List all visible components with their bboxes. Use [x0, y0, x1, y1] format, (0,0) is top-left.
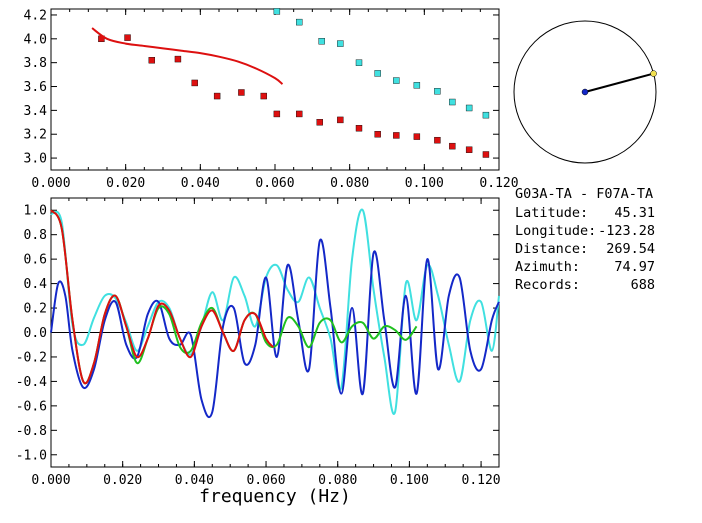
- correlation-y-tick-label: 0.4: [24, 277, 48, 292]
- dispersion-series-0-point: [238, 89, 245, 96]
- dispersion-series-0-point: [191, 79, 198, 87]
- correlation-y-tick-label: 1.0: [24, 204, 47, 219]
- info-value-longitude: -123.28: [598, 223, 655, 239]
- correlation-y-tick-label: -0.6: [16, 399, 47, 414]
- info-label-records: Records:: [515, 277, 580, 293]
- dispersion-series-0-point: [213, 92, 221, 100]
- dispersion-x-tick-label: 0.100: [405, 176, 444, 191]
- dispersion-x-tick-label: 0.120: [479, 176, 518, 191]
- info-value-azimuth: 74.97: [614, 259, 655, 275]
- dispersion-y-tick-label: 4.2: [24, 8, 47, 23]
- correlation-plot: 0.000 0.020 0.040 0.060 0.080 0.100 0.120 1.0 0.…: [16, 197, 501, 507]
- info-label-longitude: Longitude:: [515, 223, 596, 239]
- dispersion-series-0-point: [148, 57, 156, 64]
- azimuth-tip-dot: [650, 70, 657, 77]
- dispersion-y-tick-label: 3.6: [24, 80, 47, 95]
- dispersion-series-1-point: [337, 40, 344, 47]
- azimuth-indicator: [513, 20, 657, 164]
- dispersion-series-0-point: [449, 142, 456, 150]
- dispersion-series-1-point: [482, 111, 490, 119]
- dispersion-series-0-point: [393, 132, 400, 139]
- dispersion-series-1-point: [374, 70, 381, 77]
- dispersion-series-2-line: [91, 27, 284, 85]
- x-axis-label: frequency (Hz): [199, 486, 351, 507]
- info-value-latitude: 45.31: [614, 205, 655, 221]
- correlation-y-tick-label: 0.8: [24, 228, 47, 243]
- info-value-distance: 269.54: [606, 241, 655, 257]
- dispersion-x-tick-label: 0.000: [31, 176, 70, 191]
- dispersion-series-0-point: [174, 55, 182, 63]
- dispersion-series-0-point: [296, 110, 303, 118]
- dispersion-plot-frame: [50, 8, 500, 171]
- dispersion-x-tick-label: 0.080: [330, 176, 369, 191]
- dispersion-series-0-point: [482, 151, 490, 158]
- azimuth-needle: [584, 72, 654, 93]
- dispersion-series-0-point: [260, 92, 267, 100]
- dispersion-series-1-point: [393, 77, 400, 84]
- dispersion-y-tick-label: 3.4: [24, 104, 48, 119]
- dispersion-series-0-point: [413, 133, 421, 140]
- dispersion-y-tick-label: 4.0: [24, 32, 47, 47]
- dispersion-series-0-point: [355, 125, 363, 132]
- dispersion-plot: 0.000 0.020 0.040 0.060 0.080 0.100 0.120 3.0 3.…: [24, 8, 519, 191]
- dispersion-series-1-point: [465, 104, 473, 112]
- correlation-x-tick-label: 0.100: [390, 473, 429, 488]
- azimuth-circle: [513, 20, 657, 164]
- correlation-y-tick-label: -0.2: [16, 350, 47, 365]
- dispersion-series-1-point: [413, 82, 421, 89]
- station-pair: G03A-TA - F07A-TA: [515, 186, 653, 202]
- dispersion-y-tick-label: 3.2: [24, 128, 47, 143]
- dispersion-x-tick-label: 0.060: [255, 176, 294, 191]
- correlation-y-tick-label: -1.0: [16, 448, 47, 463]
- dispersion-series-0-point: [434, 136, 441, 144]
- dispersion-series-0-point: [273, 110, 281, 118]
- info-label-azimuth: Azimuth:: [515, 259, 580, 275]
- info-label-latitude: Latitude:: [515, 205, 588, 221]
- info-label-distance: Distance:: [515, 241, 588, 257]
- correlation-y-tick-label: 0.2: [24, 302, 47, 317]
- dispersion-series-1-point: [434, 88, 441, 95]
- dispersion-series-0-point: [337, 116, 344, 124]
- correlation-x-tick-label: 0.020: [103, 473, 142, 488]
- correlation-y-tick-label: -0.8: [16, 424, 47, 439]
- dispersion-x-tick-label: 0.040: [181, 176, 220, 191]
- dispersion-series-0-point: [124, 34, 131, 41]
- dispersion-y-tick-label: 3.0: [24, 152, 47, 167]
- correlation-x-tick-label: 0.040: [175, 473, 214, 488]
- correlation-x-tick-label: 0.080: [318, 473, 357, 488]
- correlation-x-tick-label: 0.120: [462, 473, 501, 488]
- correlation-series-2-line: [50, 209, 418, 385]
- dispersion-series-1-point: [273, 8, 281, 15]
- dispersion-series-1-point: [296, 18, 303, 26]
- correlation-x-tick-label: 0.060: [246, 473, 285, 488]
- dispersion-series-1-point: [355, 59, 363, 66]
- dispersion-y-tick-label: 3.8: [24, 56, 47, 71]
- correlation-x-tick-label: 0.000: [31, 473, 70, 488]
- station-info: G03A-TA - F07A-TA Latitude: 45.31 Longit…: [515, 186, 655, 293]
- correlation-series-3-line: [50, 209, 274, 385]
- correlation-y-tick-label: -0.4: [16, 375, 47, 390]
- correlation-y-tick-label: 0.6: [24, 253, 47, 268]
- dispersion-series-0-point: [316, 119, 323, 126]
- station-dot: [581, 88, 589, 96]
- info-value-records: 688: [631, 277, 655, 293]
- dispersion-series-1-point: [318, 38, 325, 45]
- dispersion-x-tick-label: 0.020: [106, 176, 145, 191]
- correlation-series-1-line: [50, 238, 500, 419]
- dispersion-series-1-point: [449, 98, 456, 106]
- dispersion-series-0-point: [465, 146, 473, 153]
- correlation-y-tick-label: 0.0: [24, 326, 47, 341]
- dispersion-series-0-point: [374, 131, 381, 138]
